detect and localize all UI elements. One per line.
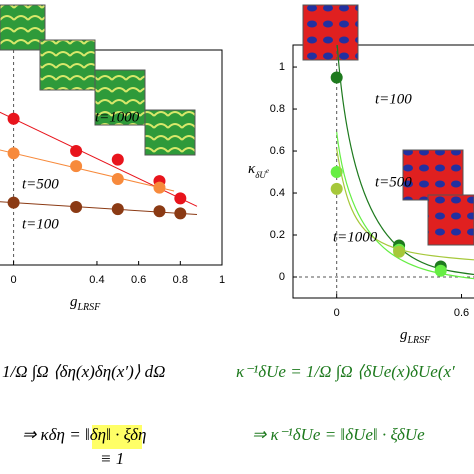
x-tick-label: 0 [334, 307, 340, 319]
y-tick-label: 0.4 [270, 187, 285, 199]
x-tick-label: 0.8 [173, 274, 188, 286]
series-label: t=1000 [333, 229, 378, 245]
data-point [330, 71, 343, 84]
data-point [111, 173, 124, 185]
thumbnail [402, 149, 464, 201]
y-axis-label-main: κ [248, 161, 256, 177]
x-axis-label-main: g [400, 327, 408, 343]
series-label: t=1000 [95, 109, 140, 125]
data-point [330, 166, 343, 179]
data-point [330, 182, 343, 195]
data-point [174, 192, 187, 205]
y-axis-label: κδUe [248, 161, 269, 180]
data-point [111, 203, 124, 216]
thumbnail [39, 39, 96, 91]
plot-area [293, 45, 474, 298]
thumbnail [302, 4, 359, 61]
x-axis-label-sub: LRSF [407, 335, 432, 346]
highlight [92, 425, 142, 449]
fit-curve [336, 45, 474, 276]
x-tick-label: 0.6 [131, 274, 146, 286]
data-point [153, 181, 166, 194]
y-tick-label: 1 [279, 61, 285, 73]
data-point [153, 205, 166, 218]
equation: ⇒ κδη = ‖δη‖ · ξδη [22, 425, 147, 444]
x-tick-label: 0.4 [89, 274, 104, 286]
equation: ≡ 1 [100, 449, 124, 468]
equation: κ⁻¹δUe = 1/Ω ∫Ω ⟨δUe(x)δUe(x′ [236, 362, 455, 382]
plot-frame [292, 44, 474, 299]
fit-line [0, 201, 198, 215]
equation: 1/Ω ∫Ω ⟨δη(x)δη(x′)⟩ dΩ [2, 362, 165, 382]
data-point [70, 200, 83, 213]
data-point [434, 264, 447, 277]
data-point [393, 245, 406, 258]
thumbnail [0, 4, 46, 51]
thumbnail [94, 69, 146, 126]
x-axis-label: gLRSF [70, 294, 101, 313]
equation: ⇒ κ⁻¹δUe = ‖δUe‖ · ξδUe [252, 425, 425, 444]
y-axis-label-sup: e [266, 167, 269, 175]
data-point [7, 147, 20, 160]
x-axis-label-sub: LRSF [77, 302, 102, 313]
data-point [7, 196, 20, 209]
x-axis-label-main: g [70, 294, 78, 310]
series-label: t=100 [22, 216, 59, 232]
data-point [70, 160, 83, 173]
data-point [7, 112, 20, 125]
plot-frame [0, 49, 223, 266]
thumbnail [427, 194, 474, 246]
fit-curve [336, 148, 474, 261]
data-point [174, 207, 187, 220]
x-tick-label: 1 [219, 274, 225, 286]
data-point [70, 145, 83, 158]
data-point [111, 153, 124, 166]
y-tick-label: 0.6 [270, 145, 285, 157]
y-axis-label-sub: δU [255, 170, 266, 180]
fit-curve [336, 131, 474, 280]
series-label: t=500 [375, 174, 412, 190]
y-tick-label: 0 [279, 271, 285, 283]
thumbnail [144, 109, 196, 156]
series-label: t=100 [375, 91, 412, 107]
x-tick-label: 0 [11, 274, 17, 286]
x-tick-label: 0.6 [454, 307, 469, 319]
plot-area [0, 50, 198, 265]
y-tick-label: 0.2 [270, 229, 285, 241]
x-axis-label: gLRSF [400, 327, 431, 346]
y-tick-label: 0.8 [270, 103, 285, 115]
series-label: t=500 [22, 176, 59, 192]
